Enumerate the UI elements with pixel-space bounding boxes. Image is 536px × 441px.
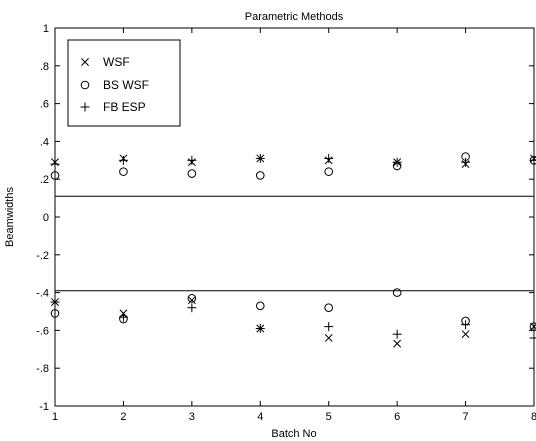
data-point-fb-esp bbox=[50, 297, 60, 307]
legend-marker-fb-esp bbox=[80, 102, 90, 112]
x-axis: 1 2 3 4 5 6 7 8 bbox=[52, 28, 536, 423]
y-tick-label: .4 bbox=[40, 136, 49, 148]
legend-marker-bs-wsf bbox=[80, 80, 90, 90]
data-point-fb-esp bbox=[461, 157, 471, 167]
data-point-fb-esp bbox=[529, 333, 536, 343]
y-tick-label: -.8 bbox=[36, 363, 49, 375]
legend: WSF BS WSF FB ESP bbox=[67, 39, 181, 127]
y-tick-label: 0 bbox=[43, 212, 49, 224]
data-point-fb-esp bbox=[529, 155, 536, 165]
x-tick-label: 6 bbox=[394, 411, 400, 423]
data-point-fb-esp bbox=[50, 159, 60, 169]
legend-marker-wsf bbox=[81, 58, 89, 66]
legend-label-bs-wsf: BS WSF bbox=[103, 78, 149, 92]
data-point-wsf bbox=[393, 339, 402, 348]
data-point-wsf bbox=[324, 334, 333, 342]
chart-title: Parametric Methods bbox=[245, 11, 344, 23]
data-point-bs-wsf bbox=[187, 293, 197, 303]
data-point-fb-esp bbox=[392, 157, 402, 167]
data-point-wsf bbox=[530, 322, 536, 331]
y-tick-label: 1 bbox=[43, 23, 49, 35]
data-point-wsf bbox=[461, 330, 470, 339]
data-point-bs-wsf bbox=[392, 288, 402, 297]
data-point-bs-wsf bbox=[119, 167, 128, 176]
data-point-fb-esp bbox=[118, 312, 128, 322]
data-point-fb-esp bbox=[461, 320, 471, 330]
x-tick-label: 2 bbox=[120, 411, 126, 423]
y-axis-title: Beamwidths bbox=[4, 187, 16, 247]
data-point-fb-esp bbox=[187, 303, 197, 313]
y-axis: -1 -.8 -.6 -.4 -.2 0 .2 .4 .6 .8 1 bbox=[36, 23, 534, 413]
data-markers bbox=[50, 152, 536, 348]
x-tick-label: 4 bbox=[257, 411, 263, 423]
data-point-fb-esp bbox=[187, 155, 197, 165]
data-point-bs-wsf bbox=[324, 167, 334, 176]
x-tick-label: 8 bbox=[531, 411, 536, 423]
x-tick-label: 3 bbox=[189, 411, 195, 423]
y-tick-label: .2 bbox=[40, 174, 49, 186]
reference-lines bbox=[55, 195, 534, 292]
data-point-fb-esp bbox=[118, 155, 128, 165]
data-point-fb-esp bbox=[324, 322, 334, 332]
data-point-fb-esp bbox=[255, 324, 265, 334]
data-point-fb-esp bbox=[392, 329, 402, 339]
data-point-bs-wsf bbox=[529, 322, 536, 331]
y-tick-label: -.4 bbox=[36, 288, 49, 300]
y-tick-label: -.6 bbox=[36, 325, 49, 337]
y-tick-label: .8 bbox=[40, 61, 49, 73]
x-tick-label: 7 bbox=[463, 411, 469, 423]
data-point-wsf bbox=[187, 296, 196, 305]
y-tick-label: .6 bbox=[40, 99, 49, 111]
legend-box bbox=[67, 39, 181, 127]
data-point-bs-wsf bbox=[50, 309, 60, 318]
data-point-bs-wsf bbox=[50, 171, 60, 180]
x-tick-label: 5 bbox=[326, 411, 332, 423]
legend-label-wsf: WSF bbox=[103, 55, 130, 69]
legend-label-fb-esp: FB ESP bbox=[103, 100, 146, 114]
y-tick-label: -.2 bbox=[36, 250, 49, 262]
data-point-fb-esp bbox=[324, 153, 334, 163]
data-point-fb-esp bbox=[255, 153, 265, 163]
y-tick-label: -1 bbox=[39, 401, 49, 413]
data-point-bs-wsf bbox=[255, 171, 265, 180]
data-point-bs-wsf bbox=[255, 301, 265, 311]
x-tick-label: 1 bbox=[52, 411, 58, 423]
data-point-bs-wsf bbox=[324, 303, 334, 313]
data-point-bs-wsf bbox=[187, 169, 197, 178]
x-axis-title: Batch No bbox=[271, 428, 316, 440]
